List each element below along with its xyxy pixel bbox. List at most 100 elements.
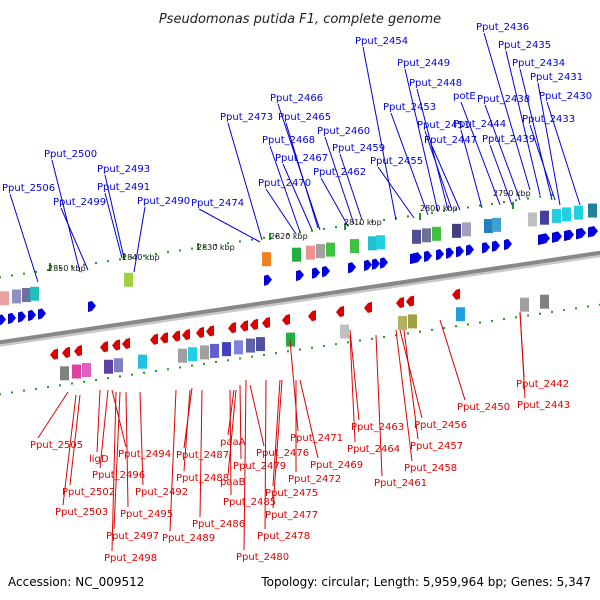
forward-scale-tick <box>263 236 265 239</box>
reverse-feature-block <box>72 364 81 379</box>
reverse-callout-line <box>96 389 101 453</box>
reverse-feature-block <box>188 347 197 362</box>
reverse-gene-label: ligD <box>89 454 109 465</box>
reverse-gene-arrow <box>228 322 236 334</box>
forward-scale-tick <box>335 226 337 229</box>
forward-gene-arrow <box>312 267 320 279</box>
reverse-scale-tick <box>551 310 553 313</box>
reverse-scale-tick <box>155 369 157 372</box>
reverse-scale-tick <box>563 309 565 312</box>
reverse-callout-line <box>349 334 356 443</box>
reverse-feature-block <box>60 366 69 381</box>
reverse-feature-block <box>540 294 549 309</box>
forward-callout-line <box>404 68 439 213</box>
forward-scale-tick <box>515 199 517 202</box>
reverse-gene-label: Pput_2442 <box>516 379 569 390</box>
forward-feature-block <box>574 205 583 220</box>
forward-gene-arrow <box>552 231 562 243</box>
reverse-gene-arrow <box>122 337 130 350</box>
forward-gene-label: Pput_2449 <box>397 58 450 69</box>
reverse-scale-tick <box>479 321 481 324</box>
forward-gene-label: Pput_2465 <box>278 112 331 123</box>
forward-callout-line <box>9 193 39 283</box>
reverse-gene-label: Pput_2458 <box>404 463 457 474</box>
reverse-scale-tick <box>71 382 73 385</box>
forward-gene-label: Pput_2499 <box>53 197 106 208</box>
reverse-gene-label: Pput_2492 <box>135 487 188 498</box>
reverse-callout-line <box>249 384 265 447</box>
forward-gene-label: Pput_2470 <box>258 178 311 189</box>
forward-gene-label: Pput_2506 <box>2 183 55 194</box>
reverse-gene-label: Pput_2472 <box>288 474 341 485</box>
reverse-callout-line <box>62 394 77 506</box>
forward-scale-tick <box>215 244 217 247</box>
forward-callout-line <box>489 144 513 206</box>
forward-gene-arrow <box>576 227 586 240</box>
forward-callout-line <box>537 82 561 206</box>
forward-callout-line <box>519 68 553 201</box>
forward-feature-block <box>540 210 549 225</box>
forward-scale-tick <box>431 211 433 214</box>
forward-gene-label: Pput_2467 <box>275 153 328 164</box>
forward-callout-line <box>104 192 123 259</box>
reverse-gene-label: Pput_2450 <box>457 402 510 413</box>
forward-scale-tick <box>35 270 37 273</box>
reverse-scale-tick <box>575 307 577 310</box>
forward-scale-tick <box>203 245 205 248</box>
reverse-callout-line <box>375 334 383 477</box>
reverse-gene-arrow <box>364 301 372 313</box>
reverse-gene-label: Pput_2461 <box>374 478 427 489</box>
forward-scale-tick <box>119 258 121 261</box>
reverse-callout-line <box>349 329 360 421</box>
forward-gene-arrow <box>588 226 598 238</box>
forward-gene-label: Pput_2454 <box>355 36 408 47</box>
forward-feature-block <box>368 236 377 251</box>
reverse-scale-tick <box>227 359 229 362</box>
reverse-scale-tick <box>251 355 253 358</box>
forward-scale-tick <box>311 229 313 232</box>
forward-scale-tick <box>0 276 1 279</box>
forward-callout-line <box>484 104 521 201</box>
forward-feature-block <box>452 223 461 238</box>
reverse-gene-label: Pput_2505 <box>30 440 83 451</box>
genome-backbone <box>0 250 600 345</box>
reverse-gene-label: Pput_2464 <box>347 444 400 455</box>
forward-gene-label: Pput_2466 <box>270 93 323 104</box>
forward-scale-tick <box>359 222 361 225</box>
reverse-gene-label: Pput_2475 <box>265 488 318 499</box>
reverse-gene-label: Pput_2502 <box>62 487 115 498</box>
reverse-scale-tick <box>527 314 529 317</box>
forward-gene-label: Pput_2439 <box>482 134 535 145</box>
forward-scale-tick <box>503 201 505 204</box>
forward-feature-block <box>30 286 39 301</box>
reverse-scale-tick <box>323 344 325 347</box>
accession-label: Accession: NC_009512 <box>8 575 144 589</box>
reverse-scale-tick <box>179 366 181 369</box>
forward-gene-arrow <box>372 258 380 270</box>
forward-gene-arrow <box>380 257 388 269</box>
reverse-gene-label: paaA <box>220 437 246 448</box>
reverse-scale-tick <box>455 325 457 328</box>
forward-callout-line <box>339 153 363 221</box>
forward-feature-block <box>0 291 9 306</box>
forward-gene-arrow <box>538 233 550 245</box>
reverse-callout-line <box>403 329 419 440</box>
reverse-callout-line <box>289 339 299 432</box>
forward-gene-arrow <box>410 252 422 265</box>
reverse-gene-label: Pput_2463 <box>351 422 404 433</box>
reverse-feature-block <box>246 338 255 353</box>
forward-callout-line <box>390 112 429 216</box>
gene-labels: Pput_2436Pput_2435Pput_2434Pput_2431Pput… <box>2 22 592 564</box>
reverse-gene-label: Pput_2487 <box>176 450 229 461</box>
genome-summary: Topology: circular; Length: 5,959,964 bp… <box>260 575 591 589</box>
reverse-scale-tick <box>23 389 25 392</box>
reverse-gene-label: Pput_2498 <box>104 553 157 564</box>
reverse-callout-line <box>227 389 237 476</box>
forward-scale-tick <box>107 260 109 263</box>
forward-gene-arrow <box>264 274 272 286</box>
reverse-scale-tick <box>11 391 13 394</box>
map-title: Pseudomonas putida F1, complete genome <box>159 12 441 27</box>
reverse-scale-tick <box>83 380 85 383</box>
scale-label: 2820 kbp <box>270 232 308 241</box>
forward-scale-tick <box>71 265 73 268</box>
